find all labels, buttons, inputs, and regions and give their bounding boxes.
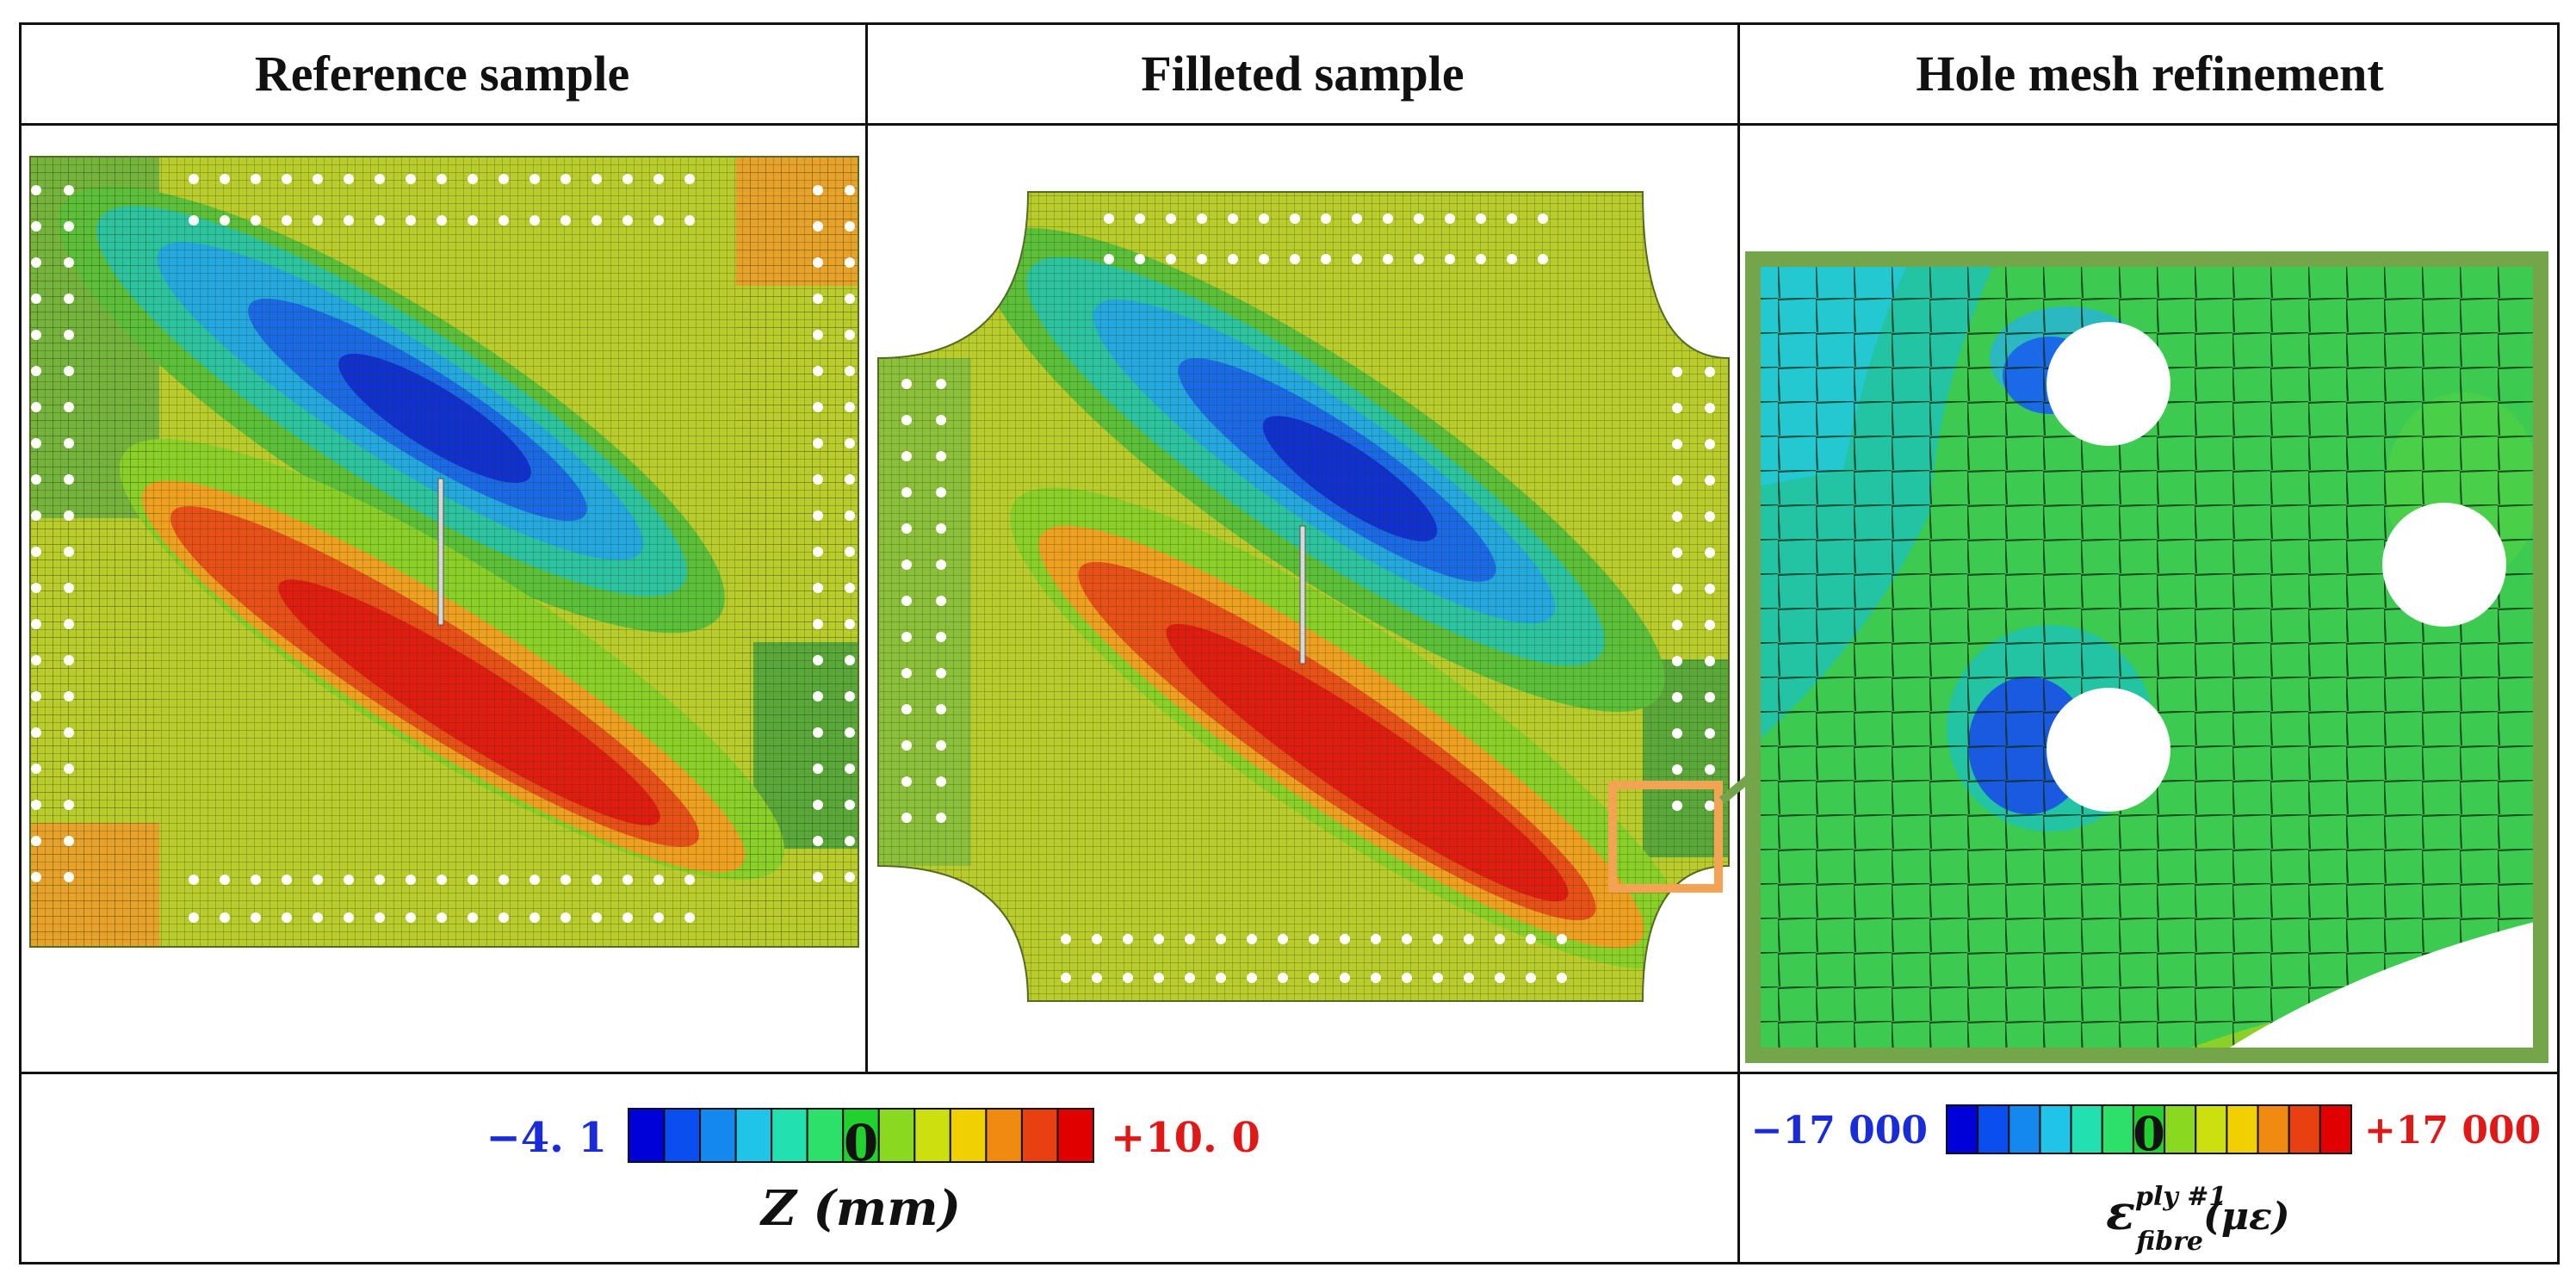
legend-z-displacement: −4. 1 0 +10. 0 Z (mm) (486, 1108, 1260, 1237)
legend-z-swatch (1020, 1108, 1059, 1163)
legend-strain-swatch (2288, 1104, 2321, 1154)
legend-strain-colorbar (1946, 1104, 2352, 1154)
fillet-edge (2217, 920, 2541, 1055)
axis-unit: (με) (2203, 1195, 2290, 1239)
legend-strain-zero-label: 0 (2133, 1106, 2165, 1161)
axis-superscript: ply #1 (2135, 1182, 2226, 1212)
legend-divider (19, 1072, 2560, 1074)
legend-z-swatch (949, 1108, 988, 1163)
hole-bottom (2047, 688, 2170, 812)
legend-strain: −17 000 0 +17 000 εply #1 fibre(με) (1751, 1104, 2541, 1257)
axis-subscript: fibre (2134, 1227, 2203, 1257)
legend-z-colorbar (628, 1108, 1095, 1163)
legend-z-swatch (663, 1108, 702, 1163)
legend-strain-swatch (2164, 1104, 2197, 1154)
legend-strain-swatch (2070, 1104, 2103, 1154)
legend-strain-swatch (2226, 1104, 2259, 1154)
legend-strain-swatch (2195, 1104, 2228, 1154)
legend-z-min-label: −4. 1 (486, 1114, 607, 1162)
column-divider-1 (865, 22, 868, 1074)
bolt-holes (901, 213, 1715, 983)
column-divider-2 (1737, 22, 1740, 1264)
legend-z-swatch (877, 1108, 916, 1163)
legend-strain-swatch (1977, 1104, 2010, 1154)
legend-z-max-label: +10. 0 (1111, 1114, 1260, 1162)
hole-mesh-refinement-plot (1745, 251, 2548, 1063)
legend-strain-swatch (2319, 1104, 2352, 1154)
legend-z-swatch (913, 1108, 951, 1163)
legend-strain-swatch (2132, 1104, 2166, 1154)
axis-symbol: ε (2106, 1184, 2135, 1241)
filleted-sample-plot (877, 191, 1730, 1002)
legend-strain-swatch (2101, 1104, 2134, 1154)
legend-strain-swatch (2257, 1104, 2290, 1154)
legend-z-swatch (628, 1108, 666, 1163)
header-hole-mesh-refinement: Hole mesh refinement (1916, 45, 2384, 102)
reference-sample-plot (29, 156, 859, 948)
zoom-frame (1745, 251, 2548, 1063)
legend-strain-swatch (2008, 1104, 2041, 1154)
legend-z-swatch (1056, 1108, 1095, 1163)
legend-z-swatch (985, 1108, 1023, 1163)
legend-strain-min-label: −17 000 (1751, 1109, 1928, 1153)
legend-strain-axis-label: εply #1 fibre(με) (2106, 1182, 2290, 1257)
legend-strain-swatch (2039, 1104, 2072, 1154)
legend-strain-max-label: +17 000 (2364, 1109, 2541, 1153)
legend-z-swatch (734, 1108, 773, 1163)
legend-z-axis-label: Z (mm) (759, 1180, 961, 1237)
figure-table-frame (19, 22, 2560, 1264)
header-reference-sample: Reference sample (254, 45, 630, 102)
zoom-region-highlight (1608, 781, 1723, 893)
crack-slit (437, 478, 444, 626)
legend-z-zero-label: 0 (844, 1114, 878, 1172)
header-filleted-sample: Filleted sample (1141, 45, 1464, 102)
hole-right (2382, 503, 2506, 627)
legend-z-swatch (806, 1108, 845, 1163)
hole-top (2047, 322, 2170, 446)
bolt-holes (31, 174, 855, 923)
header-divider (19, 123, 2560, 126)
legend-z-swatch (771, 1108, 808, 1163)
legend-z-swatch (699, 1108, 737, 1163)
legend-strain-swatch (1946, 1104, 1979, 1154)
crack-slit (1299, 525, 1306, 665)
